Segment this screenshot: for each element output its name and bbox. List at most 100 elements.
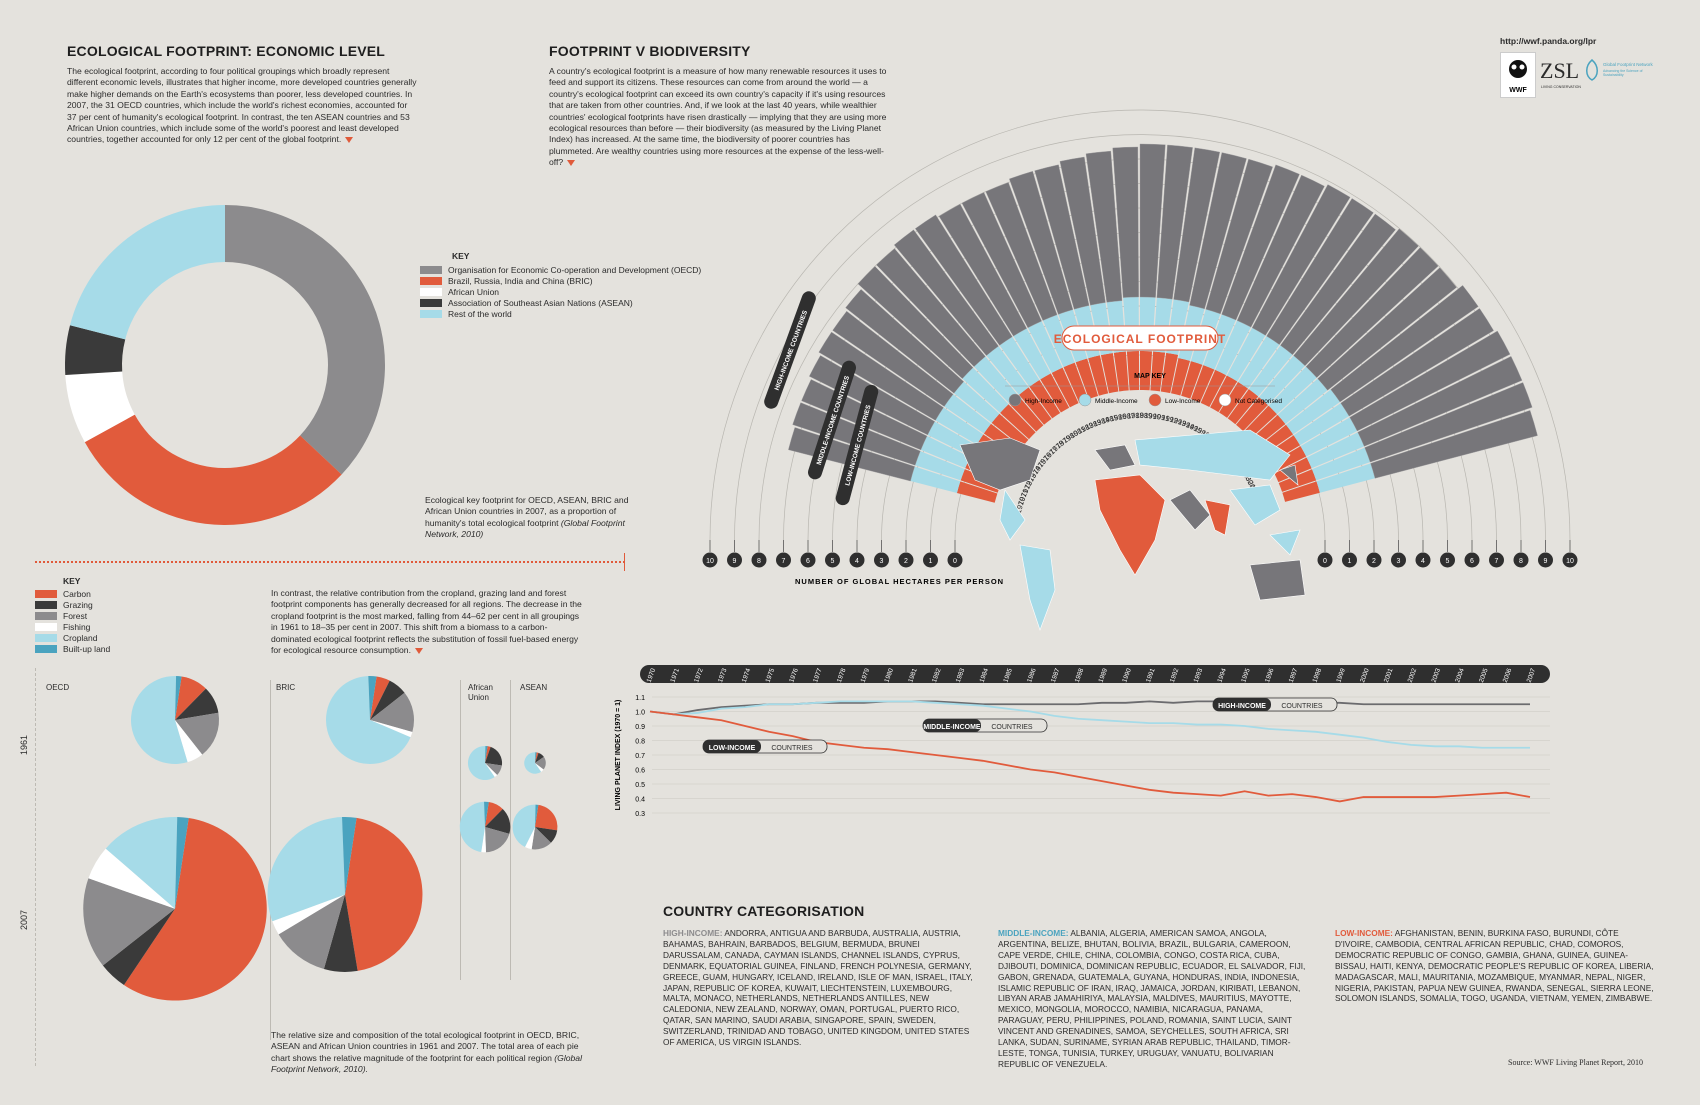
lpi-year-label: 1970 bbox=[646, 667, 658, 683]
year-tick-label: 1992 bbox=[1160, 413, 1178, 426]
scale-tick-label: 0 bbox=[953, 558, 957, 565]
region-label-asean: ASEAN bbox=[520, 683, 548, 692]
footprint-bar bbox=[1019, 387, 1052, 425]
footprint-bar bbox=[910, 466, 961, 493]
scale-marker bbox=[1513, 552, 1529, 568]
lpi-ytick-label: 0.8 bbox=[635, 739, 645, 746]
footprint-bar bbox=[845, 289, 964, 394]
scale-marker bbox=[1538, 552, 1553, 568]
footprint-bar bbox=[1219, 381, 1248, 418]
footprint-bar bbox=[1300, 417, 1358, 457]
lpi-year-label: 1979 bbox=[860, 667, 872, 683]
map-key-label: Not Categorised bbox=[1235, 398, 1282, 405]
footprint-bar bbox=[1259, 355, 1306, 405]
map-region bbox=[1269, 529, 1301, 556]
donut-slice bbox=[84, 414, 342, 525]
lpi-year-label: 1981 bbox=[907, 667, 919, 683]
year-axis-line bbox=[35, 668, 36, 1066]
pie-slice bbox=[467, 745, 495, 781]
footprint-bar bbox=[1238, 336, 1280, 389]
source-note: Source: WWF Living Planet Report, 2010 bbox=[1508, 1058, 1643, 1067]
footprint-bar bbox=[1349, 330, 1511, 432]
map-region bbox=[1134, 429, 1291, 481]
lpi-series-line bbox=[649, 700, 1530, 749]
footprint-bar bbox=[1305, 247, 1439, 378]
scale-marker bbox=[776, 552, 791, 568]
region-label-bric: BRIC bbox=[276, 683, 296, 692]
components-key-swatch bbox=[35, 622, 57, 631]
pie-slice bbox=[175, 720, 203, 763]
economic-key-swatch bbox=[420, 309, 442, 318]
scale-tick-label: 5 bbox=[1446, 558, 1450, 565]
components-key-label: Grazing bbox=[63, 599, 93, 610]
map-key-label: Middle-Income bbox=[1095, 398, 1138, 405]
footprint-radial-chart: 1970197119721973197419751976197719781979… bbox=[702, 109, 1578, 631]
map-key-swatch bbox=[1078, 393, 1092, 407]
scale-marker bbox=[1415, 552, 1431, 568]
map-region bbox=[999, 489, 1026, 541]
footprint-bar bbox=[818, 331, 944, 421]
url-text[interactable]: http://wwf.panda.org/lpr bbox=[1500, 36, 1597, 46]
lpi-ylabel: LIVING PLANET INDEX (1970 = 1) bbox=[615, 700, 622, 811]
pie-slice bbox=[278, 894, 345, 970]
footprint-bar bbox=[1293, 228, 1419, 367]
scale-tick-label: 0 bbox=[1323, 558, 1327, 565]
footprint-bar bbox=[1248, 345, 1293, 397]
pie-slice bbox=[535, 752, 537, 763]
arrow-down-icon bbox=[414, 647, 423, 654]
footprint-bar bbox=[1150, 351, 1166, 392]
economic-key-swatch bbox=[420, 265, 442, 274]
scale-marker bbox=[751, 552, 767, 568]
footprint-bar bbox=[1316, 463, 1376, 493]
footprint-bar bbox=[956, 481, 998, 503]
pie-slice bbox=[368, 676, 377, 720]
footprint-bar bbox=[1251, 184, 1351, 336]
scale-tick-label: 2 bbox=[1372, 558, 1376, 565]
footprint-bar bbox=[1140, 351, 1153, 391]
footprint-bar bbox=[1075, 358, 1099, 399]
scale-marker bbox=[1342, 552, 1357, 568]
lpi-year-label: 1973 bbox=[717, 667, 729, 683]
economic-key-item: Brazil, Russia, India and China (BRIC) bbox=[420, 275, 701, 286]
footprint-bar bbox=[1210, 375, 1238, 413]
footprint-bar bbox=[1029, 379, 1061, 419]
scale-marker bbox=[1562, 552, 1578, 568]
components-key-swatch bbox=[35, 633, 57, 642]
pie-slice bbox=[485, 763, 498, 778]
scale-tick-label: 9 bbox=[733, 558, 737, 565]
components-key-item: Cropland bbox=[35, 632, 110, 643]
low-income-list: LOW-INCOME: AFGHANISTAN, BENIN, BURKINA … bbox=[1335, 928, 1654, 1004]
map-key-swatch bbox=[1148, 393, 1162, 407]
scale-tick-label: 8 bbox=[757, 558, 761, 565]
section-divider bbox=[35, 561, 625, 563]
ecological-footprint-text: ECOLOGICAL FOOTPRINT bbox=[1054, 332, 1226, 346]
lpi-year-label: 2003 bbox=[1431, 667, 1443, 683]
scale-tick-label: 9 bbox=[1544, 558, 1548, 565]
footprint-bar bbox=[1286, 389, 1340, 435]
map-key-label: High-Income bbox=[1025, 398, 1062, 405]
footprint-bar bbox=[1221, 164, 1300, 321]
footprint-bar bbox=[991, 413, 1029, 448]
components-caption: The relative size and composition of the… bbox=[271, 1030, 582, 1075]
map-region bbox=[1249, 559, 1306, 601]
lpi-year-label: 1974 bbox=[741, 667, 753, 683]
economic-key-label: African Union bbox=[448, 286, 500, 297]
scale-marker bbox=[1440, 552, 1455, 568]
pie-column-divider bbox=[510, 680, 511, 980]
pie-slice bbox=[370, 692, 414, 732]
scale-arc bbox=[709, 109, 1571, 541]
footprint-bar bbox=[1330, 285, 1479, 403]
pie-slice bbox=[342, 817, 357, 895]
footprint-bar bbox=[893, 229, 999, 356]
footprint-bar bbox=[1088, 355, 1109, 396]
pie-slice bbox=[131, 676, 188, 764]
middle-income-list: MIDDLE-INCOME: ALBANIA, ALGERIA, AMERICA… bbox=[998, 928, 1306, 1069]
map-key-title: MAP KEY bbox=[1134, 373, 1166, 380]
scale-tick-label: 2 bbox=[904, 558, 908, 565]
pie-slice bbox=[323, 894, 358, 972]
lpi-year-label: 1978 bbox=[836, 667, 848, 683]
ecological-footprint-label: ECOLOGICAL FOOTPRINT bbox=[1054, 325, 1226, 351]
footprint-bar bbox=[1051, 367, 1079, 408]
component-pie bbox=[267, 817, 423, 972]
footprint-bar bbox=[1370, 410, 1538, 479]
